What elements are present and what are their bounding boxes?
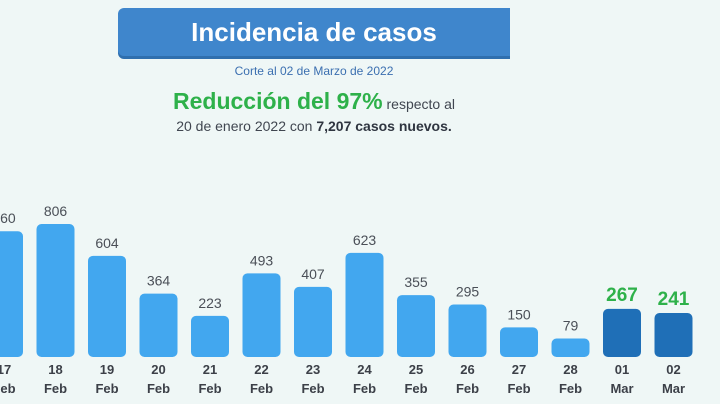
value-label-9: 295 — [456, 284, 480, 300]
bar-2 — [88, 255, 126, 357]
tick-day-11: 28 — [563, 362, 577, 377]
tick-month-2: Feb — [95, 381, 118, 396]
tick-day-3: 20 — [151, 362, 165, 377]
reduction-highlight: Reducción del 97% — [173, 88, 383, 114]
reduction-cases: 7,207 casos nuevos. — [316, 118, 452, 134]
tick-day-9: 26 — [460, 362, 474, 377]
value-label-4: 223 — [198, 295, 222, 311]
reduction-text-b: 20 de enero 2022 con — [176, 118, 317, 134]
tick-month-11: Feb — [559, 381, 582, 396]
tick-month-1: Feb — [44, 381, 67, 396]
value-label-11: 79 — [563, 318, 579, 334]
tick-day-13: 02 — [666, 362, 680, 377]
bar-13 — [654, 313, 693, 357]
bar-1 — [36, 224, 75, 357]
tick-month-9: Feb — [456, 381, 479, 396]
cutoff-date: Corte al 02 de Marzo de 2022 — [234, 64, 394, 78]
value-label-13: 241 — [658, 289, 690, 310]
bar-9 — [448, 304, 487, 357]
value-label-5: 493 — [250, 252, 274, 268]
bar-10 — [500, 327, 538, 357]
bar-11 — [551, 338, 590, 357]
bar-6 — [294, 286, 332, 357]
value-label-12: 267 — [606, 285, 638, 306]
title-banner: Incidencia de casos — [118, 8, 510, 56]
tick-day-2: 19 — [100, 362, 114, 377]
reduction-statement: Reducción del 97% respecto al 20 de ener… — [0, 90, 628, 137]
bar-5 — [242, 273, 281, 357]
page-title: Incidencia de casos — [191, 16, 437, 47]
bar-4 — [191, 315, 229, 357]
tick-day-6: 23 — [306, 362, 320, 377]
value-label-1: 806 — [44, 203, 68, 219]
bar-8 — [397, 295, 435, 357]
tick-day-10: 27 — [512, 362, 526, 377]
bar-7 — [345, 252, 384, 357]
tick-day-5: 22 — [254, 362, 268, 377]
value-label-8: 355 — [404, 274, 428, 290]
value-label-3: 364 — [147, 273, 171, 289]
tick-month-7: Feb — [353, 381, 376, 396]
tick-day-0: 17 — [0, 362, 11, 377]
tick-month-8: Feb — [404, 381, 427, 396]
bar-3 — [139, 293, 178, 357]
tick-month-3: Feb — [147, 381, 170, 396]
value-label-0: 760 — [0, 210, 16, 226]
tick-day-4: 21 — [203, 362, 217, 377]
value-label-6: 407 — [301, 266, 325, 282]
value-label-10: 150 — [507, 306, 531, 322]
tick-month-13: Mar — [662, 381, 685, 396]
value-label-2: 604 — [95, 235, 119, 251]
tick-month-4: Feb — [198, 381, 221, 396]
tick-month-0: Feb — [0, 381, 16, 396]
value-label-7: 623 — [353, 232, 377, 248]
bar-0 — [0, 231, 23, 357]
tick-month-12: Mar — [610, 381, 633, 396]
tick-day-1: 18 — [48, 362, 62, 377]
reduction-text-a: respecto al — [382, 96, 456, 112]
tick-month-10: Feb — [507, 381, 530, 396]
bar-12 — [603, 308, 641, 357]
tick-month-6: Feb — [301, 381, 324, 396]
tick-month-5: Feb — [250, 381, 273, 396]
tick-day-7: 24 — [357, 362, 372, 377]
tick-day-8: 25 — [409, 362, 423, 377]
tick-day-12: 01 — [615, 362, 629, 377]
